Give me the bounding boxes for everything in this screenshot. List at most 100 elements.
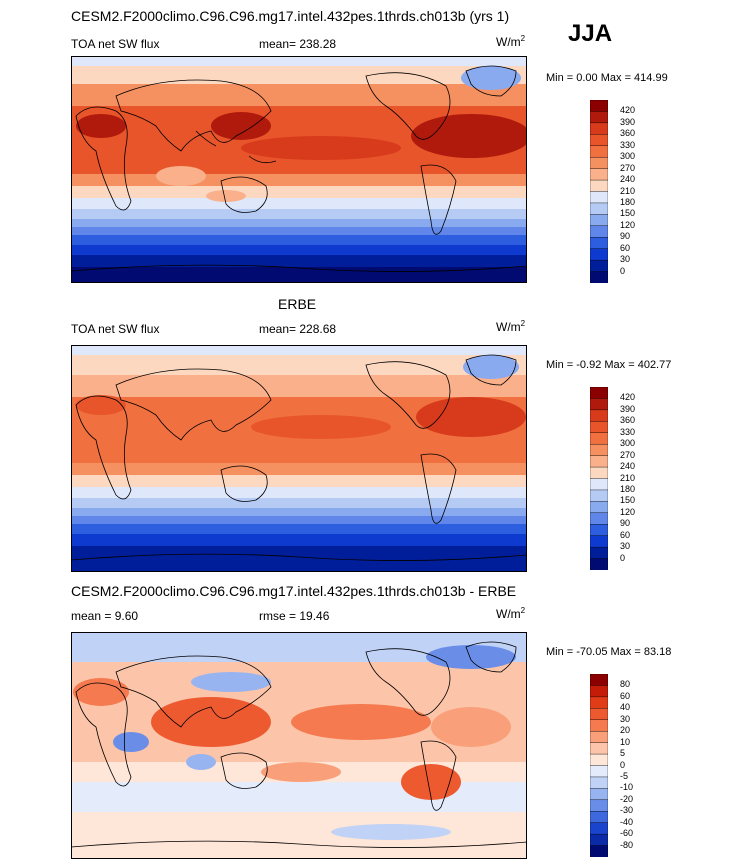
colorbar-tick-label: 300: [620, 151, 636, 162]
colorbar-swatch: [590, 524, 608, 537]
colorbar-tick-label: 30: [620, 254, 631, 265]
panel2-minmax: Min = -0.92 Max = 402.77: [546, 359, 672, 371]
colorbar-swatch: [590, 398, 608, 411]
colorbar-swatch: [590, 145, 608, 158]
colorbar-swatch: [590, 248, 608, 261]
colorbar-swatch: [590, 742, 608, 755]
colorbar-tick-label: 0: [620, 265, 626, 276]
colorbar-tick-label: 330: [620, 139, 636, 150]
colorbar-tick-label: 120: [620, 506, 636, 517]
colorbar-swatch: [590, 776, 608, 789]
colorbar-swatch: [590, 237, 608, 250]
panel1-units: W/m2: [496, 34, 526, 49]
colorbar-tick-label: 30: [620, 713, 631, 724]
panel2-colorbar: [590, 387, 608, 570]
colorbar-tick-label: -80: [620, 839, 634, 850]
colorbar-tick-label: 5: [620, 748, 626, 759]
colorbar-swatch: [590, 822, 608, 835]
colorbar-tick-label: -60: [620, 828, 634, 839]
colorbar-tick-label: -5: [620, 770, 629, 781]
colorbar-swatch: [590, 845, 608, 857]
colorbar-tick-label: -20: [620, 793, 634, 804]
colorbar-tick-label: 210: [620, 472, 636, 483]
colorbar-tick-label: 240: [620, 174, 636, 185]
colorbar-swatch: [590, 489, 608, 502]
colorbar-swatch: [590, 799, 608, 812]
colorbar-tick-label: 420: [620, 105, 636, 116]
colorbar-tick-label: 210: [620, 185, 636, 196]
colorbar-swatch: [590, 788, 608, 801]
panel2-title: ERBE: [278, 296, 317, 312]
colorbar-tick-label: 10: [620, 736, 631, 747]
colorbar-swatch: [590, 214, 608, 227]
colorbar-swatch: [590, 122, 608, 135]
colorbar-tick-label: 420: [620, 392, 636, 403]
colorbar-tick-label: -40: [620, 816, 634, 827]
colorbar-swatch: [590, 466, 608, 479]
colorbar-tick-label: 120: [620, 219, 636, 230]
colorbar-tick-label: 20: [620, 725, 631, 736]
colorbar-tick-label: 80: [620, 679, 631, 690]
panel1-mean-label: mean= 238.28: [259, 37, 337, 51]
panel3-colorbar: [590, 674, 608, 857]
panel1-minmax: Min = 0.00 Max = 414.99: [546, 72, 668, 84]
colorbar-swatch: [590, 432, 608, 445]
colorbar-swatch: [590, 191, 608, 204]
panel3-units: W/m2: [496, 606, 526, 621]
colorbar-swatch: [590, 478, 608, 491]
colorbar-swatch: [590, 685, 608, 698]
colorbar-swatch: [590, 134, 608, 147]
colorbar-tick-label: 0: [620, 552, 626, 563]
colorbar-tick-label: 270: [620, 449, 636, 460]
colorbar-swatch: [590, 202, 608, 215]
colorbar-tick-label: 240: [620, 461, 636, 472]
colorbar-tick-label: 390: [620, 403, 636, 414]
colorbar-swatch: [590, 765, 608, 778]
colorbar-tick-label: 90: [620, 518, 631, 529]
colorbar-tick-label: -30: [620, 805, 634, 816]
colorbar-tick-label: 60: [620, 529, 631, 540]
colorbar-swatch: [590, 833, 608, 847]
colorbar-swatch: [590, 271, 608, 283]
panel1-map: [71, 56, 527, 283]
colorbar-swatch: [590, 546, 608, 560]
colorbar-swatch: [590, 387, 608, 399]
colorbar-tick-label: 40: [620, 702, 631, 713]
panel3-minmax: Min = -70.05 Max = 83.18: [546, 646, 672, 658]
panel1-title: CESM2.F2000climo.C96.C96.mg17.intel.432p…: [71, 8, 510, 24]
colorbar-tick-label: 180: [620, 483, 636, 494]
colorbar-swatch: [590, 674, 608, 686]
colorbar-swatch: [590, 753, 608, 766]
colorbar-tick-label: 90: [620, 231, 631, 242]
colorbar-tick-label: 60: [620, 690, 631, 701]
colorbar-swatch: [590, 455, 608, 468]
colorbar-tick-label: 360: [620, 128, 636, 139]
panel2-map: [71, 345, 527, 572]
colorbar-tick-label: 330: [620, 426, 636, 437]
panel2-left-label: TOA net SW flux: [71, 322, 160, 336]
colorbar-swatch: [590, 409, 608, 422]
colorbar-tick-label: 300: [620, 438, 636, 449]
colorbar-swatch: [590, 259, 608, 273]
colorbar-tick-label: -10: [620, 782, 634, 793]
panel3-title: CESM2.F2000climo.C96.C96.mg17.intel.432p…: [71, 583, 517, 599]
colorbar-swatch: [590, 100, 608, 112]
colorbar-tick-label: 150: [620, 208, 636, 219]
colorbar-tick-label: 30: [620, 541, 631, 552]
colorbar-swatch: [590, 111, 608, 124]
colorbar-swatch: [590, 811, 608, 824]
colorbar-tick-label: 60: [620, 242, 631, 253]
panel3-map: [71, 632, 527, 859]
colorbar-swatch: [590, 179, 608, 192]
panel3-rmse-label: rmse = 19.46: [259, 609, 330, 623]
panel2-mean-label: mean= 228.68: [259, 322, 337, 336]
colorbar-swatch: [590, 168, 608, 181]
colorbar-tick-label: 270: [620, 162, 636, 173]
colorbar-swatch: [590, 501, 608, 514]
panel1-left-label: TOA net SW flux: [71, 37, 160, 51]
season-label: JJA: [568, 20, 613, 47]
colorbar-swatch: [590, 512, 608, 525]
panel1-colorbar: [590, 100, 608, 283]
colorbar-tick-label: 360: [620, 415, 636, 426]
colorbar-tick-label: 390: [620, 116, 636, 127]
